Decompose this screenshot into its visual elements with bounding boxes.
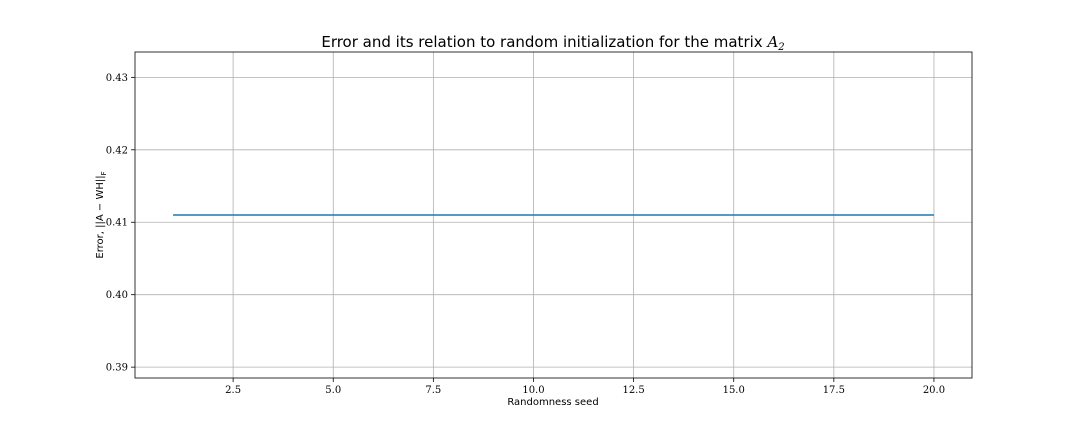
- chart-title: Error and its relation to random initial…: [321, 33, 784, 53]
- chart-title-text: Error and its relation to random initial…: [321, 33, 762, 51]
- y-tick-label: 0.40: [106, 290, 128, 301]
- y-tick-label: 0.42: [106, 145, 128, 156]
- y-axis: 0.39 0.40 0.41 0.42 0.43: [106, 73, 135, 374]
- x-tick-label: 15.0: [723, 385, 745, 396]
- x-tick-label: 5.0: [325, 385, 341, 396]
- y-tick-label: 0.39: [106, 363, 128, 374]
- y-axis-label: Error, ||A − WH||F: [95, 171, 108, 258]
- x-tick-label: 10.0: [522, 385, 544, 396]
- x-tick-label: 2.5: [225, 385, 241, 396]
- x-tick-label: 20.0: [923, 385, 945, 396]
- y-tick-label: 0.43: [106, 73, 128, 84]
- chart-title-math-sub: 2: [777, 42, 784, 53]
- x-tick-label: 17.5: [823, 385, 845, 396]
- x-tick-label: 7.5: [425, 385, 441, 396]
- y-axis-label-sub: F: [100, 171, 108, 175]
- plot-frame: [134, 51, 973, 379]
- x-tick-label: 12.5: [622, 385, 644, 396]
- y-tick-label: 0.41: [106, 218, 128, 229]
- x-axis: 2.5 5.0 7.5 10.0 12.5 15.0 17.5 20.0: [225, 378, 945, 396]
- y-axis-label-text: Error, ||A − WH||: [95, 175, 106, 258]
- x-axis-label: Randomness seed: [507, 397, 598, 408]
- chart-title-math: A: [765, 33, 778, 51]
